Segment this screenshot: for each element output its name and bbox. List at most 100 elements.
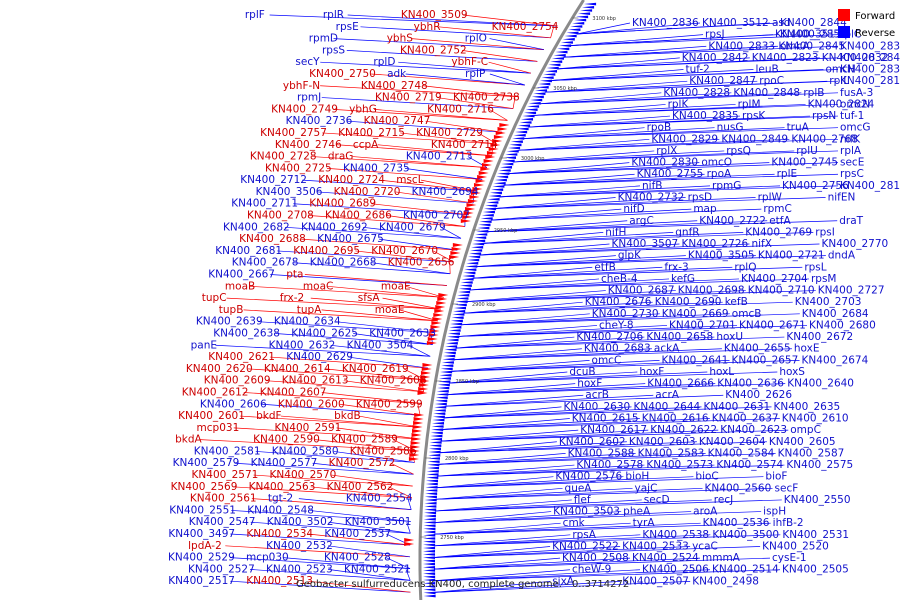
label-connector — [508, 162, 770, 174]
gene-label: KN400_2708 — [247, 210, 314, 222]
label-connector — [231, 510, 411, 522]
gene-label: ybhG — [349, 103, 377, 115]
label-connector — [463, 301, 723, 314]
gene-label: KN400_2815 — [840, 75, 900, 87]
gene-label: KN400_2831 — [840, 40, 900, 52]
label-connector — [469, 278, 670, 291]
gene-label: KN400_2616 — [642, 413, 709, 425]
gene-label: etfA — [769, 215, 791, 227]
label-connector — [230, 580, 411, 593]
reverse-gene-arrow — [423, 534, 436, 537]
forward-gene-arrow — [420, 371, 431, 375]
forward-gene-arrow — [481, 163, 492, 167]
gene-label: hoxE — [794, 343, 820, 355]
label-connector — [348, 356, 428, 369]
label-connector — [576, 22, 700, 35]
label-connector — [460, 313, 730, 326]
gene-label: bkdF — [256, 410, 281, 422]
label-connector — [455, 336, 715, 349]
map-caption: Geobacter sulfurreducens KN400, complete… — [296, 579, 629, 590]
reverse-gene-arrow — [568, 28, 581, 31]
gene-label: map — [693, 203, 717, 215]
label-connector — [333, 451, 415, 463]
gene-label: rpmG — [712, 180, 741, 192]
label-connector — [417, 404, 421, 416]
forward-gene-arrow — [495, 131, 506, 135]
label-connector — [243, 309, 438, 322]
label-connector — [247, 368, 426, 381]
reverse-gene-arrow — [550, 60, 563, 63]
reverse-gene-arrow — [521, 118, 534, 121]
gene-label: rplM — [738, 98, 761, 110]
label-connector — [371, 262, 451, 275]
reverse-gene-arrow — [488, 194, 501, 198]
gene-label: rpsD — [688, 191, 713, 203]
reverse-gene-arrow — [432, 422, 445, 425]
gene-label: kefB — [725, 296, 748, 308]
reverse-gene-arrow — [423, 566, 436, 569]
forward-gene-arrow — [430, 325, 441, 329]
reverse-gene-arrow — [423, 569, 436, 572]
label-connector — [463, 301, 583, 314]
label-connector — [576, 22, 631, 35]
gene-label: draG — [328, 151, 354, 163]
label-connector — [513, 150, 655, 163]
label-connector — [495, 197, 756, 209]
label-connector — [451, 359, 800, 372]
gene-label: KN400_2692 — [301, 221, 368, 233]
gene-label: nifX — [751, 238, 771, 250]
label-connector — [434, 557, 771, 570]
gene-label: KN400_2586 — [350, 445, 417, 457]
gene-label: KN400_2706 — [576, 331, 643, 343]
forward-gene-arrow — [465, 207, 476, 211]
gene-label: KN400_2716 — [427, 103, 494, 115]
reverse-gene-arrow — [438, 377, 451, 380]
gene-label: KN400_3497 — [168, 528, 235, 540]
gene-label: KN400_2521 — [344, 563, 411, 575]
gene-label: rpmC — [763, 203, 792, 215]
gene-label: KN400_2672 — [786, 331, 853, 343]
gene-label: panE — [191, 339, 217, 351]
forward-gene-arrow — [462, 215, 473, 219]
gene-label: omcA — [780, 40, 810, 52]
gene-label: KN400_2769 — [745, 226, 812, 238]
label-connector — [434, 557, 701, 570]
label-connector — [440, 429, 579, 442]
gene-label: fusA-3 — [840, 87, 873, 99]
label-connector — [453, 348, 722, 361]
reverse-gene-arrow — [518, 124, 531, 127]
label-connector — [434, 557, 561, 570]
label-connector — [333, 109, 508, 121]
gene-label: KN400_2679 — [379, 221, 446, 233]
gene-label: queA — [565, 482, 593, 494]
label-connector — [437, 464, 645, 477]
gene-label: KN400_2606 — [200, 398, 267, 410]
gene-label: rpsC — [840, 168, 864, 180]
reverse-gene-arrow — [442, 358, 455, 361]
forward-gene-arrow — [499, 123, 510, 127]
label-connector — [233, 427, 418, 440]
forward-gene-arrow — [483, 159, 494, 163]
gene-label: KN400_2547 — [189, 516, 256, 528]
gene-label: KN400_2574 — [716, 459, 783, 471]
gene-label: moaB — [225, 280, 255, 292]
gene-label: KN400_2508 — [562, 552, 629, 564]
reverse-gene-arrow — [501, 162, 514, 166]
legend-swatch-forward — [838, 9, 850, 21]
reverse-gene-arrow — [512, 137, 525, 140]
reverse-gene-arrow — [443, 354, 456, 358]
reverse-gene-arrow — [541, 76, 554, 79]
label-connector — [434, 522, 771, 535]
label-connector — [408, 344, 431, 357]
reverse-gene-arrow — [531, 95, 544, 99]
label-connector — [309, 215, 465, 227]
reverse-gene-arrow — [546, 66, 559, 70]
gene-label: KN400_2832 — [822, 52, 889, 64]
gene-label: KN400_2632 — [269, 339, 336, 351]
gene-label: rplK — [668, 98, 690, 110]
reverse-gene-arrow — [463, 271, 476, 275]
gene-label: mcp031 — [197, 422, 240, 434]
forward-gene-arrow — [410, 441, 421, 445]
reverse-gene-arrow — [473, 239, 486, 243]
label-connector — [330, 344, 431, 357]
